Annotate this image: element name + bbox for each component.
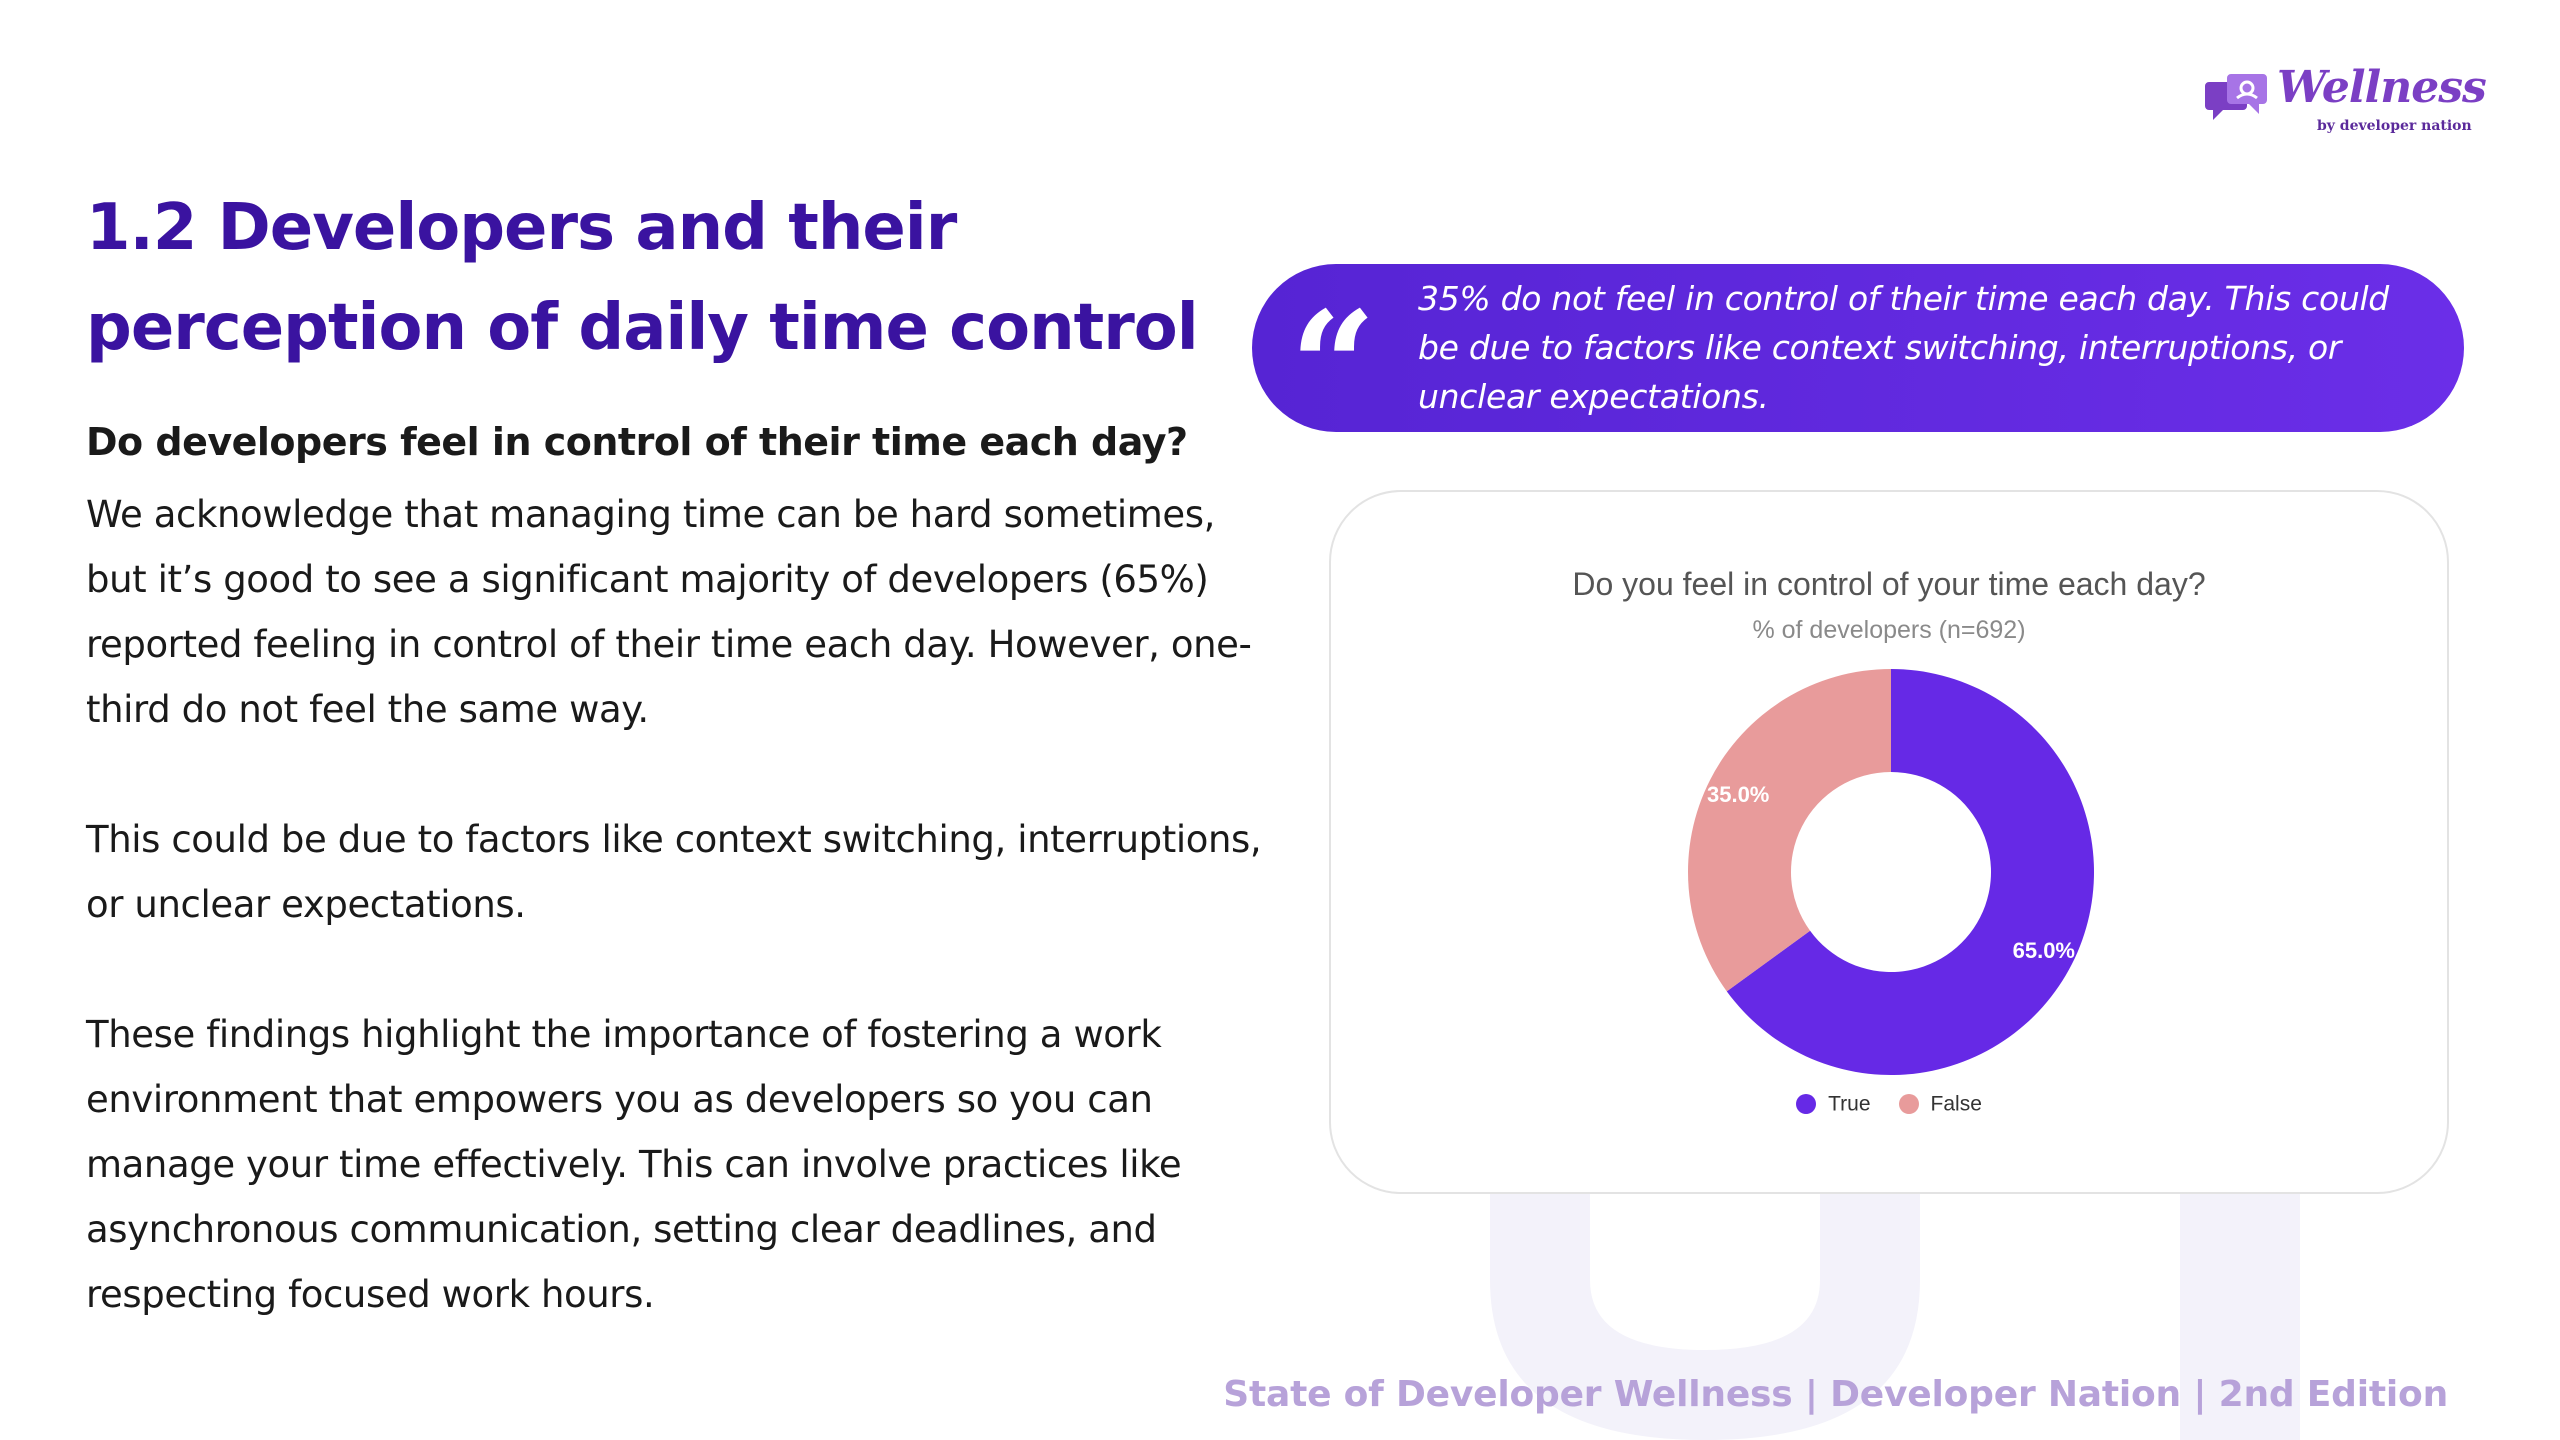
legend-item-false: False [1898,1092,1982,1116]
legend-swatch [1898,1094,1919,1115]
body-paragraph: We acknowledge that managing time can be… [86,493,1252,731]
legend-label: True [1828,1092,1871,1116]
chart-subtitle: % of developers (n=692) [1752,616,2026,644]
chart-card: Do you feel in control of your time each… [1329,490,2449,1194]
chart-title: Do you feel in control of your time each… [1572,566,2206,602]
logo-subtext: by developer nation [2317,118,2472,134]
donut-slice-true [1726,669,2094,1075]
quote-icon: “ [1290,279,1377,455]
slice-data-label: 35.0% [1707,782,1769,807]
chat-bubbles-icon [2205,74,2267,120]
legend-label: False [1930,1092,1982,1116]
logo-wordmark: Wellness [2277,62,2487,113]
body-text: We acknowledge that managing time can be… [86,482,1266,1392]
slice-data-label: 65.0% [2013,938,2075,963]
legend-item-true: True [1796,1092,1871,1116]
footer-text: State of Developer Wellness | Developer … [1223,1374,2448,1415]
body-paragraph: This could be due to factors like contex… [86,818,1262,926]
section-question: Do developers feel in control of their t… [86,420,1188,464]
legend-swatch [1796,1094,1817,1115]
donut-slice-false [1688,669,1891,992]
page-title: 1.2 Developers and their perception of d… [86,191,1199,365]
quote-text: 35% do not feel in control of their time… [1418,279,2389,416]
donut-chart: 65.0% 35.0% [1688,669,2094,1075]
chart-legend: True False [1331,1092,2447,1116]
wellness-logo: Wellness by developer nation [2205,62,2487,148]
quote-callout: “ 35% do not feel in control of their ti… [1252,264,2464,442]
body-paragraph: These findings highlight the importance … [86,1013,1182,1316]
